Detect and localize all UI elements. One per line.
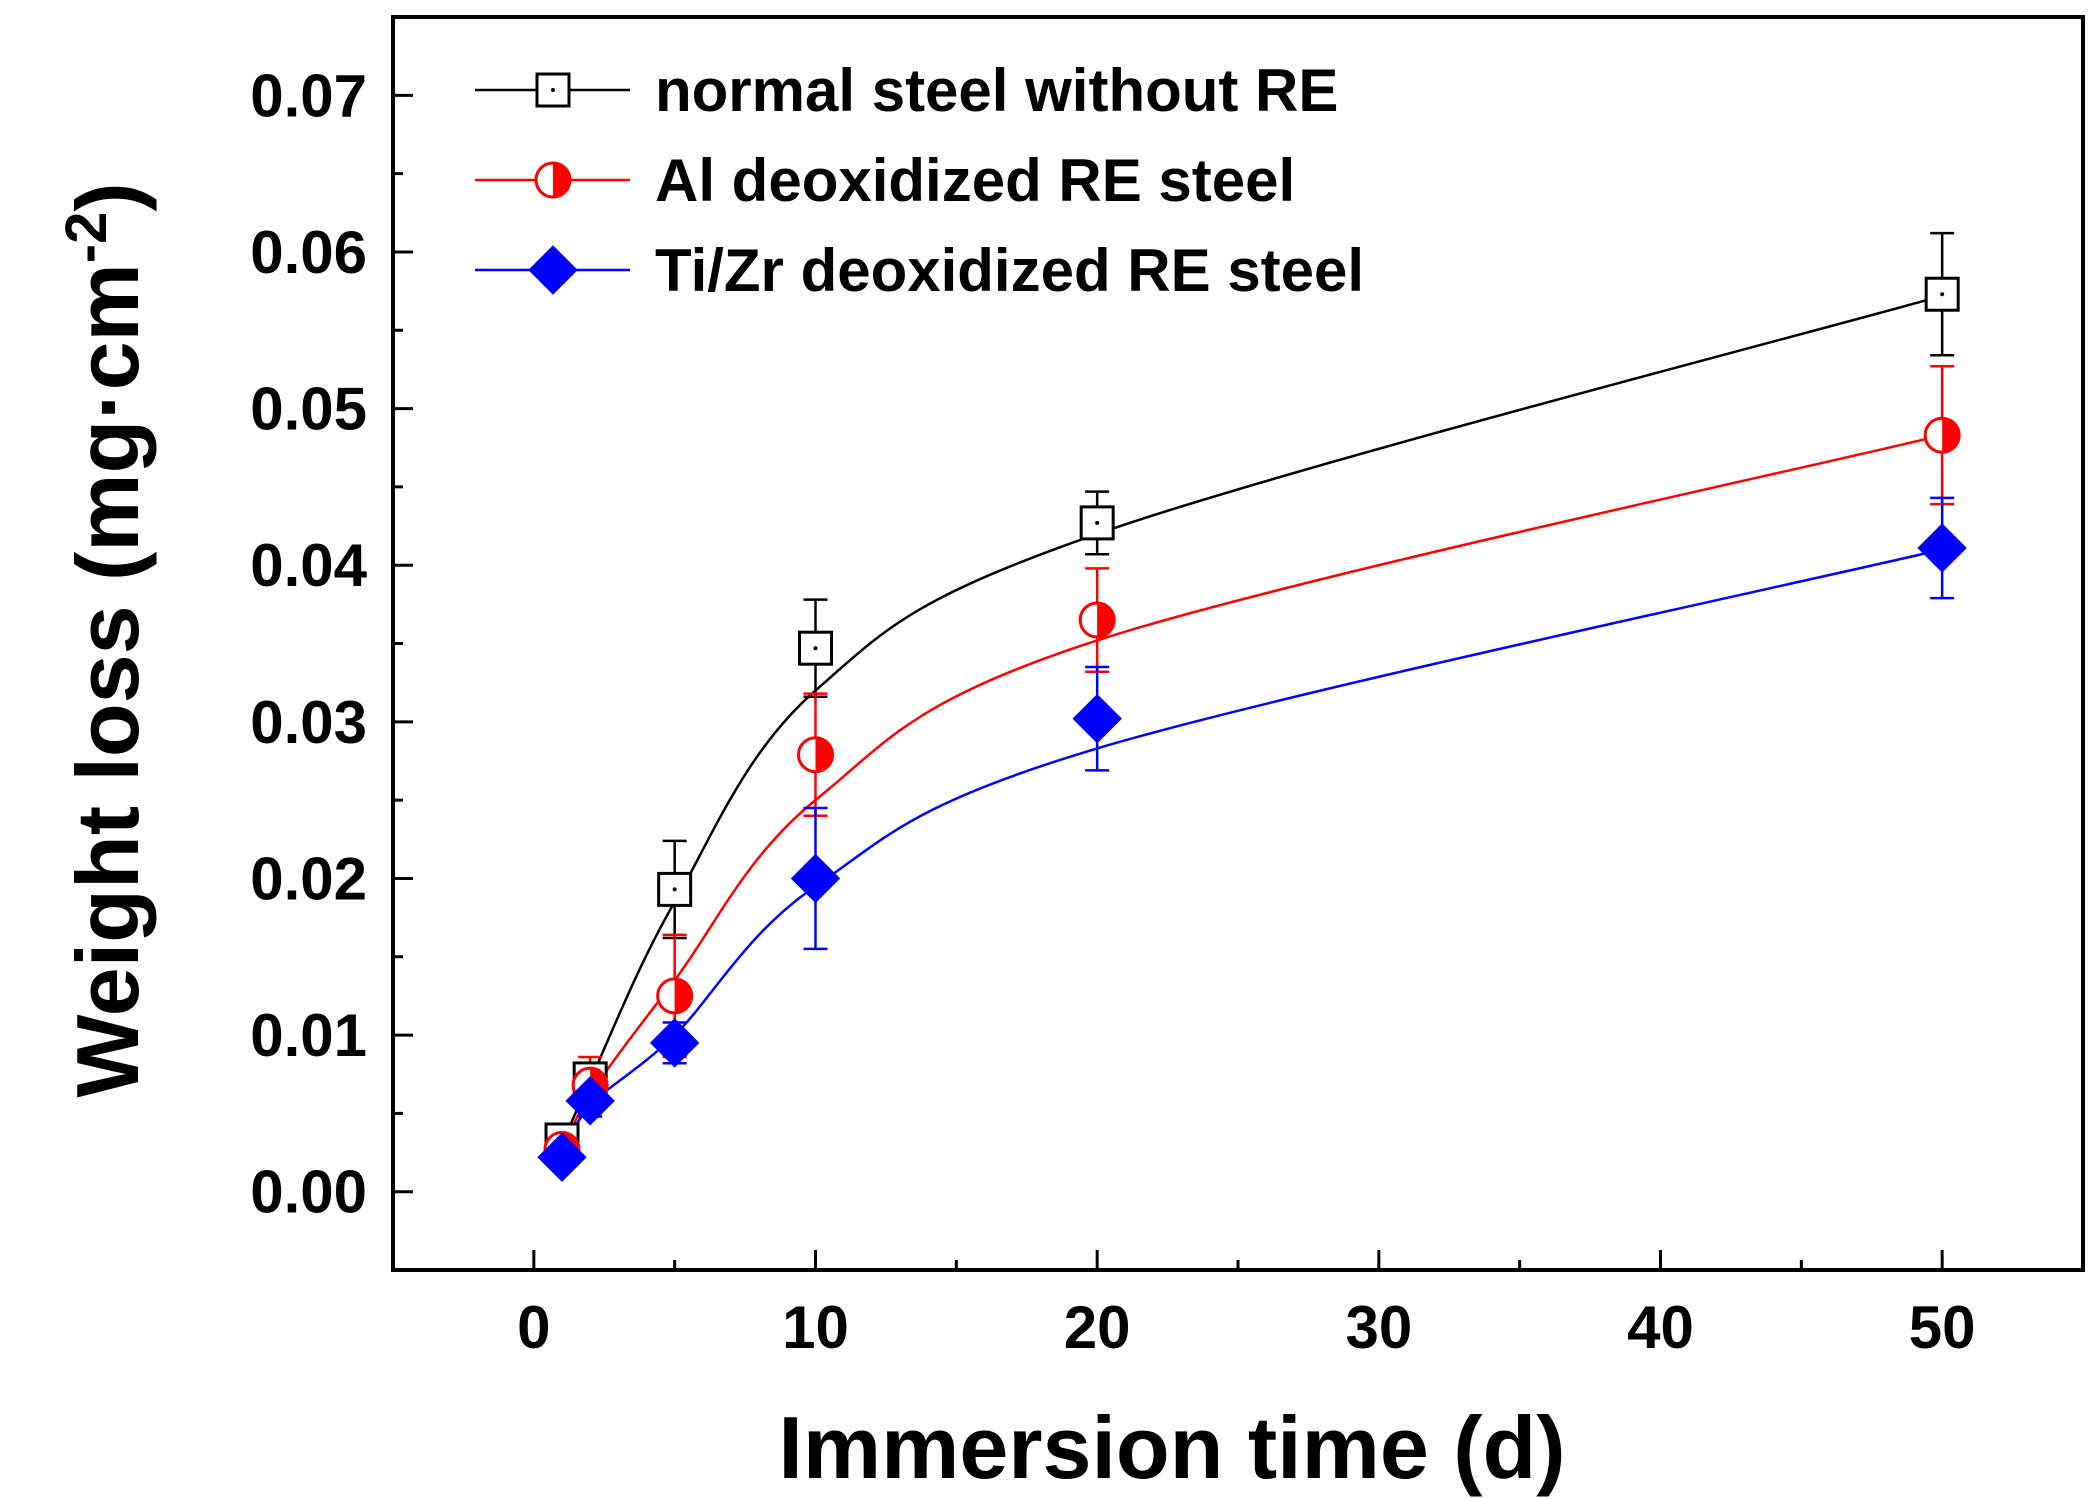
x-tick-label: 30 bbox=[1345, 1294, 1412, 1361]
y-axis-title-close: ) bbox=[58, 182, 157, 211]
marker-half-fill bbox=[553, 163, 570, 197]
data-marker bbox=[1924, 276, 1960, 312]
data-marker bbox=[790, 853, 841, 904]
y-axis-ticks: 0.00 0.01 0.02 0.03 0.04 0.05 0.06 0.07 bbox=[250, 62, 413, 1226]
x-tick-label: 50 bbox=[1909, 1294, 1976, 1361]
marker-diamond bbox=[1072, 693, 1122, 744]
data-marker bbox=[528, 245, 578, 295]
data-marker bbox=[797, 736, 834, 774]
fit-curve bbox=[560, 548, 1943, 1158]
marker-diamond bbox=[649, 1018, 700, 1068]
y-tick-label: 0.04 bbox=[250, 532, 367, 599]
y-tick-label: 0.00 bbox=[250, 1159, 367, 1226]
x-tick-label: 10 bbox=[782, 1294, 849, 1361]
legend-label: Ti/Zr deoxidized RE steel bbox=[655, 237, 1364, 304]
marker-center-dot bbox=[672, 887, 677, 892]
data-marker bbox=[534, 161, 572, 199]
x-tick-label: 0 bbox=[517, 1294, 550, 1361]
marker-half-fill bbox=[674, 978, 692, 1013]
data-marker bbox=[1078, 601, 1116, 639]
fit-curve bbox=[560, 294, 1943, 1146]
data-marker bbox=[1923, 416, 1961, 454]
marker-half-fill bbox=[1097, 603, 1115, 638]
legend-item: Ti/Zr deoxidized RE steel bbox=[475, 237, 1364, 304]
marker-diamond bbox=[565, 1076, 615, 1126]
legend-item: Al deoxidized RE steel bbox=[475, 147, 1295, 214]
y-tick-label: 0.07 bbox=[250, 62, 367, 129]
data-marker bbox=[657, 871, 693, 907]
data-markers bbox=[537, 276, 1967, 1182]
x-axis-title: Immersion time (d) bbox=[778, 1398, 1565, 1497]
y-tick-label: 0.03 bbox=[250, 689, 367, 756]
y-tick-label: 0.02 bbox=[250, 845, 367, 912]
data-marker bbox=[565, 1076, 615, 1126]
y-axis-title: Weight loss (mg·cm-2) bbox=[54, 182, 157, 1097]
x-tick-label: 20 bbox=[1064, 1294, 1131, 1361]
fit-curve bbox=[560, 433, 1943, 1154]
data-marker bbox=[649, 1018, 700, 1068]
marker-diamond bbox=[528, 245, 578, 295]
data-marker bbox=[1917, 523, 1967, 573]
marker-square bbox=[1079, 505, 1115, 541]
y-axis-title-superscript: -2 bbox=[54, 212, 119, 264]
fit-curves bbox=[560, 294, 1943, 1158]
data-marker bbox=[535, 72, 571, 108]
marker-square bbox=[657, 871, 693, 907]
legend-label: Al deoxidized RE steel bbox=[655, 147, 1295, 214]
marker-center-dot bbox=[813, 646, 818, 651]
y-tick-label: 0.01 bbox=[250, 1002, 367, 1069]
legend: normal steel without RE Al deoxidized RE … bbox=[475, 57, 1364, 304]
marker-center-dot bbox=[1095, 520, 1100, 525]
data-marker bbox=[537, 1132, 587, 1182]
data-marker bbox=[1079, 505, 1115, 541]
marker-diamond bbox=[790, 853, 841, 904]
y-tick-label: 0.05 bbox=[250, 376, 367, 443]
marker-diamond bbox=[1917, 523, 1967, 573]
data-marker bbox=[798, 630, 833, 666]
marker-half-fill bbox=[815, 737, 833, 772]
y-tick-label: 0.06 bbox=[250, 219, 367, 286]
marker-diamond bbox=[537, 1132, 587, 1182]
marker-center-dot bbox=[551, 88, 555, 92]
marker-half-fill bbox=[1942, 418, 1960, 453]
marker-center-dot bbox=[1940, 292, 1945, 297]
x-tick-label: 40 bbox=[1627, 1294, 1694, 1361]
x-axis-ticks: 0 10 20 30 40 50 bbox=[517, 1250, 1976, 1361]
y-axis-title-main: Weight loss (mg·cm bbox=[58, 263, 157, 1097]
data-marker bbox=[1072, 693, 1122, 744]
legend-item: normal steel without RE bbox=[475, 57, 1338, 124]
data-marker bbox=[656, 977, 694, 1015]
legend-label: normal steel without RE bbox=[655, 57, 1338, 124]
